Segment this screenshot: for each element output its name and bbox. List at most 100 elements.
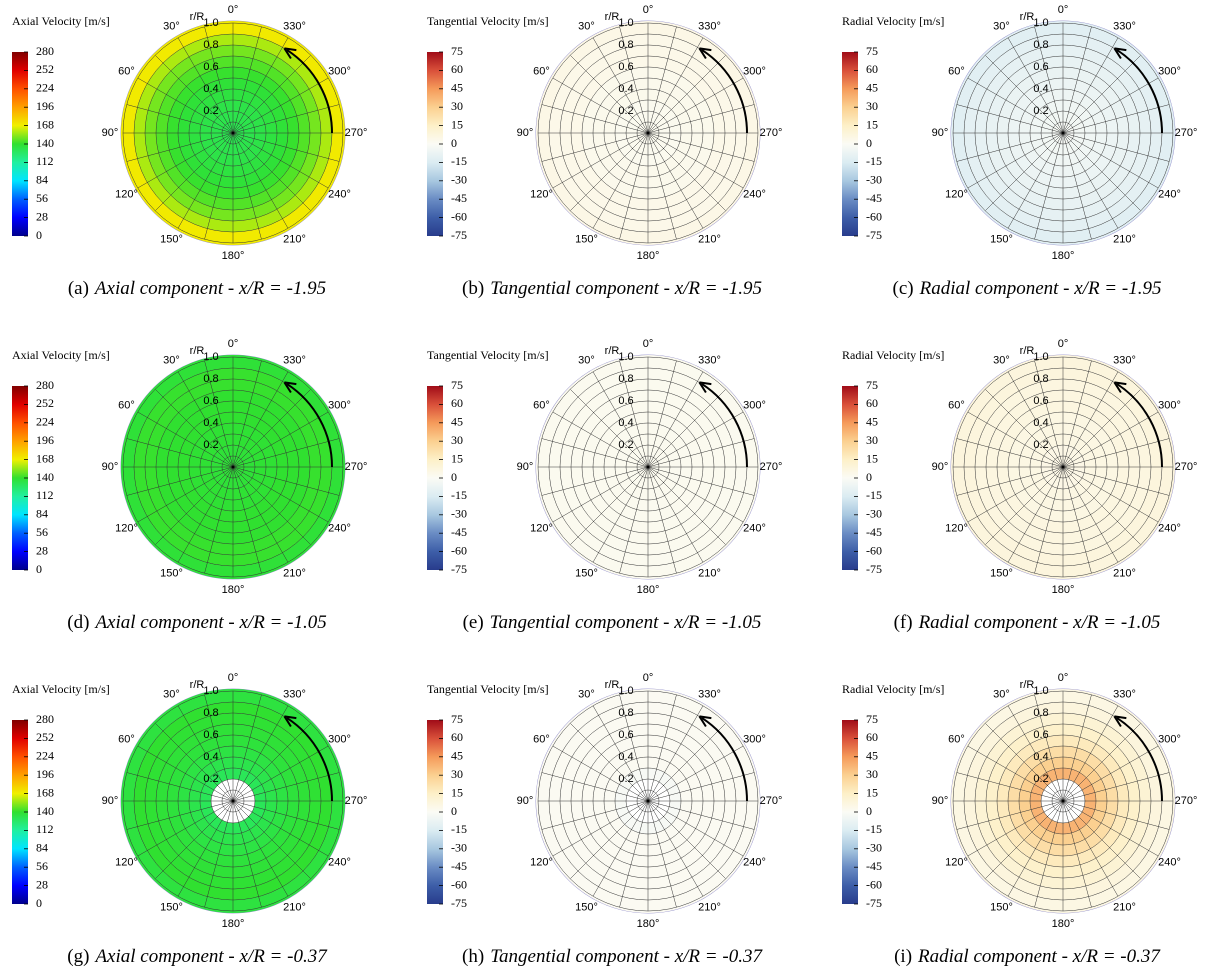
caption-label: (g): [67, 946, 89, 967]
angle-tick-label: 90°: [102, 461, 119, 473]
angle-tick-label: 330°: [1113, 354, 1136, 366]
angle-tick-label: 330°: [283, 20, 306, 32]
spoke: [1062, 466, 1119, 563]
angle-tick-label: 330°: [283, 354, 306, 366]
colorbar-tick-label: -45: [451, 191, 467, 205]
r-tick-label: 0.6: [203, 395, 218, 407]
r-tick-label: 0.6: [1033, 61, 1048, 73]
rotation-arrow: [701, 717, 748, 802]
colorbar-title: Radial Velocity [m/s]: [842, 682, 944, 696]
r-tick-label: 1.0: [618, 351, 633, 363]
angle-tick-label: 30°: [578, 354, 595, 366]
r-tick-label: 0.4: [203, 751, 218, 763]
colorbar-tick-label: 0: [451, 470, 457, 484]
colorbar-tick-label: -45: [866, 525, 882, 539]
angle-tick-label: 30°: [163, 20, 180, 32]
spoke: [1007, 466, 1064, 563]
r-axis-label: r/R: [605, 679, 620, 691]
angle-tick-label: 270°: [1175, 461, 1198, 473]
colorbar: [427, 386, 443, 570]
spoke: [967, 411, 1064, 468]
spoke: [177, 800, 234, 897]
spoke: [592, 371, 649, 468]
r-tick-label: 0.4: [618, 751, 633, 763]
colorbar-tick-label: -30: [866, 841, 882, 855]
colorbar: [842, 720, 858, 904]
colorbar-tick-label: -60: [451, 877, 467, 891]
colorbar-tick-label: 60: [866, 396, 878, 410]
panel: Radial Velocity [m/s] -75 -60 -45 -30 -15 0 15 3…: [842, 4, 1197, 299]
spoke: [1062, 745, 1159, 802]
colorbar-title: Tangential Velocity [m/s]: [427, 682, 549, 696]
colorbar-tick-label: -15: [451, 154, 467, 168]
colorbar-tick-label: 168: [36, 451, 54, 465]
colorbar: [842, 386, 858, 570]
r-tick-label: 0.4: [1033, 83, 1048, 95]
r-tick-label: 0.8: [203, 707, 218, 719]
angle-tick-label: 90°: [517, 127, 534, 139]
angle-tick-label: 150°: [575, 901, 598, 913]
colorbar-tick-label: 0: [866, 804, 872, 818]
caption-text: Tangential component - x/R = -1.05: [490, 612, 762, 633]
panel: Radial Velocity [m/s] -75 -60 -45 -30 -15 0 15 3…: [842, 672, 1197, 967]
colorbar-tick-label: 60: [866, 62, 878, 76]
colorbar-tick-label: 75: [451, 712, 463, 726]
r-axis-label: r/R: [605, 11, 620, 23]
caption-text: Radial component - x/R = -1.05: [918, 612, 1161, 633]
colorbar-tick-label: 15: [451, 451, 463, 465]
angle-tick-label: 120°: [115, 188, 138, 200]
colorbar-tick-label: -75: [451, 562, 467, 576]
r-tick-label: 0.2: [203, 105, 218, 117]
angle-tick-label: 330°: [698, 20, 721, 32]
colorbar-tick-label: -45: [866, 859, 882, 873]
colorbar-tick-label: 60: [451, 396, 463, 410]
colorbar-tick-label: 56: [36, 525, 48, 539]
colorbar-tick-label: -30: [866, 173, 882, 187]
colorbar-title: Tangential Velocity [m/s]: [427, 348, 549, 362]
r-tick-label: 0.8: [203, 39, 218, 51]
angle-tick-label: 210°: [1113, 901, 1136, 913]
r-tick-label: 0.2: [1033, 439, 1048, 451]
colorbar-tick-label: 15: [866, 117, 878, 131]
colorbar-tick-label: -75: [866, 228, 882, 242]
colorbar-tick-label: 28: [36, 877, 48, 891]
colorbar-tick-label: -75: [451, 228, 467, 242]
spoke: [232, 745, 329, 802]
colorbar-tick-label: -15: [866, 822, 882, 836]
angle-tick-label: 150°: [160, 233, 183, 245]
angle-tick-label: 210°: [283, 233, 306, 245]
angle-tick-label: 120°: [115, 856, 138, 868]
colorbar-tick-label: 15: [451, 785, 463, 799]
rotation-arrow: [1116, 49, 1163, 134]
r-tick-label: 0.4: [618, 83, 633, 95]
spoke: [647, 466, 704, 563]
panel: Tangential Velocity [m/s] -75 -60 -45 -30 -15…: [427, 4, 782, 299]
spoke: [1062, 411, 1159, 468]
colorbar: [427, 52, 443, 236]
r-tick-label: 0.4: [203, 417, 218, 429]
angle-tick-label: 270°: [1175, 795, 1198, 807]
colorbar-tick-label: 0: [36, 228, 42, 242]
colorbar: [842, 52, 858, 236]
r-tick-label: 0.8: [618, 39, 633, 51]
r-tick-label: 0.2: [618, 439, 633, 451]
colorbar-tick-label: -60: [866, 209, 882, 223]
angle-tick-label: 210°: [283, 567, 306, 579]
colorbar-tick-label: 75: [866, 378, 878, 392]
angle-tick-label: 240°: [1158, 522, 1181, 534]
colorbar-tick-label: 252: [36, 396, 54, 410]
spoke: [1007, 37, 1064, 134]
colorbar-tick-label: -30: [451, 173, 467, 187]
colorbar-tick-label: -45: [451, 525, 467, 539]
colorbar-tick-label: 84: [36, 841, 48, 855]
r-tick-label: 0.4: [1033, 751, 1048, 763]
colorbar-tick-label: 196: [36, 99, 54, 113]
r-tick-label: 0.2: [618, 773, 633, 785]
angle-tick-label: 270°: [345, 795, 368, 807]
r-tick-label: 0.4: [203, 83, 218, 95]
colorbar-tick-label: 0: [866, 470, 872, 484]
angle-tick-label: 240°: [743, 188, 766, 200]
colorbar-tick-label: 60: [451, 62, 463, 76]
caption: (h) Tangential component - x/R = -0.37: [462, 946, 763, 967]
caption-text: Tangential component - x/R = -0.37: [490, 946, 763, 967]
